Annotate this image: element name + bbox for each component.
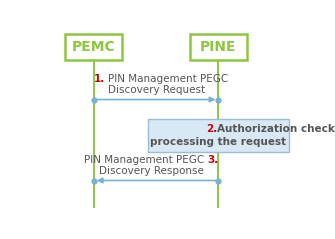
FancyBboxPatch shape (148, 119, 288, 152)
Text: Authorization check and: Authorization check and (217, 124, 335, 134)
Text: PEMC: PEMC (72, 40, 116, 54)
FancyBboxPatch shape (190, 34, 247, 60)
Text: PINE: PINE (200, 40, 237, 54)
Text: Discovery Response: Discovery Response (99, 166, 204, 176)
Text: 1.: 1. (94, 74, 105, 84)
FancyBboxPatch shape (65, 34, 122, 60)
Text: processing the request: processing the request (150, 137, 286, 147)
Text: PIN Management PEGC: PIN Management PEGC (108, 74, 228, 84)
Text: Discovery Request: Discovery Request (108, 85, 205, 95)
Text: 3.: 3. (207, 155, 218, 165)
Text: PIN Management PEGC: PIN Management PEGC (84, 155, 204, 165)
Text: 2.: 2. (206, 124, 217, 134)
